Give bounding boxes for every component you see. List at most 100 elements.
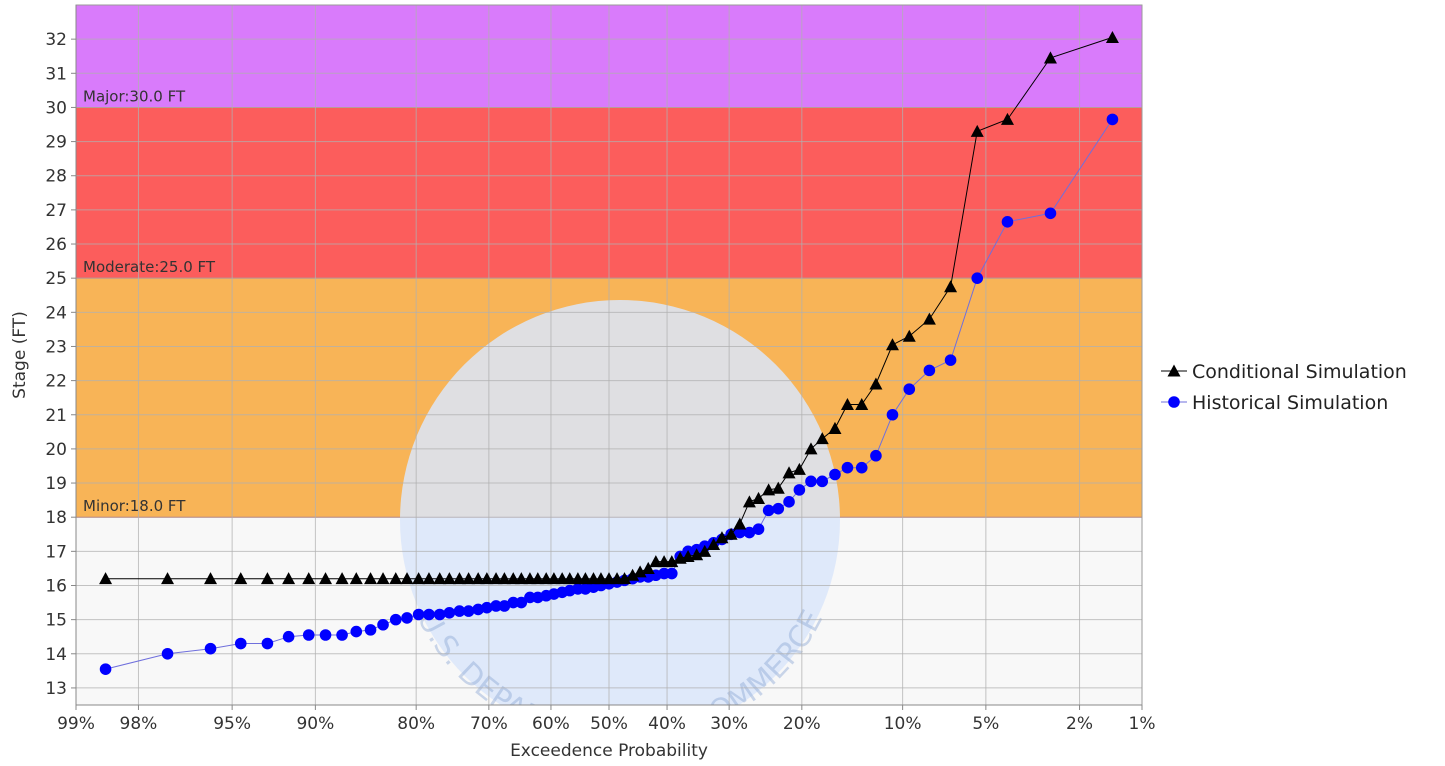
series-1-point-0 — [99, 663, 112, 675]
series-1-point-17 — [443, 607, 456, 619]
y-tick-label-9: 22 — [45, 372, 67, 392]
y-tick-label-17: 30 — [45, 98, 67, 118]
y-tick-label-3: 16 — [45, 576, 67, 596]
series-1-point-12 — [389, 613, 402, 626]
series-1-point-58 — [793, 484, 806, 496]
noaa-watermark: U.S. DEPARTMENT OF COMMERCE — [400, 300, 840, 705]
series-0-point-59 — [804, 442, 818, 455]
series-1-point-23 — [498, 600, 511, 612]
y-tick-label-2: 15 — [45, 611, 67, 631]
flood-band-labels: Minor:18.0 FT Moderate:25.0 FT Major:30.0 … — [83, 87, 216, 515]
series-1-point-9 — [350, 625, 363, 638]
series-1-point-11 — [377, 618, 389, 631]
y-tick-label-10: 23 — [45, 337, 67, 357]
series-0-point-10 — [364, 572, 378, 585]
series-0-point-14 — [412, 572, 426, 585]
series-1-point-10 — [364, 624, 377, 636]
x-tick-label-5: 70% — [470, 714, 508, 734]
series-1-point-70 — [1001, 216, 1014, 228]
x-tick-label-12: 5% — [972, 714, 999, 734]
series-0-point-48 — [698, 544, 712, 557]
flood-band-label-2: Major:30.0 FT — [83, 87, 186, 105]
x-tick-label-3: 90% — [296, 714, 334, 734]
series-0-point-17 — [442, 572, 456, 585]
series-1-point-22 — [490, 600, 502, 612]
series-0-point-25 — [514, 572, 528, 585]
series-0-point-13 — [400, 572, 414, 585]
x-tick-label-8: 40% — [648, 714, 686, 734]
legend-label-0: Conditional Simulation — [1192, 361, 1407, 383]
series-1-point-6 — [302, 629, 315, 641]
series-1-point-68 — [944, 354, 957, 366]
series-0-point-57 — [782, 466, 796, 479]
series-1-point-52 — [734, 526, 746, 539]
series-0-point-67 — [922, 312, 936, 325]
series-0-point-29 — [547, 572, 561, 585]
series-1-point-62 — [841, 461, 854, 474]
y-tick-label-15: 28 — [45, 167, 67, 187]
series-0-point-54 — [752, 491, 766, 504]
series-1-point-56 — [772, 502, 785, 515]
y-tick-label-4: 17 — [45, 542, 67, 562]
series-0-point-38 — [618, 572, 632, 585]
series-0-point-5 — [282, 572, 296, 585]
series-1-point-66 — [903, 383, 916, 395]
legend: Conditional Simulation Historical Simulat… — [1161, 361, 1407, 414]
series-0-point-61 — [828, 421, 842, 434]
series-0-point-21 — [480, 572, 494, 585]
series-0-point-50 — [715, 531, 729, 544]
series-0-point-4 — [260, 572, 274, 585]
legend-marker-0 — [1167, 364, 1181, 377]
series-0-point-40 — [633, 565, 647, 578]
series-1-point-3 — [234, 637, 247, 650]
series-0-point-60 — [815, 432, 829, 445]
series-0-point-47 — [690, 548, 704, 561]
series-0-point-2 — [204, 572, 218, 585]
series-1-point-1 — [161, 647, 174, 660]
series-0-point-68 — [944, 280, 958, 293]
y-axis-title: Stage (FT) — [10, 311, 30, 399]
grid-lines — [75, 5, 1143, 705]
series-0-point-11 — [376, 572, 390, 585]
series-0-point-62 — [840, 398, 854, 411]
series-1-point-60 — [816, 475, 829, 488]
series-0 — [99, 30, 1119, 585]
x-tick-label-2: 95% — [213, 714, 251, 734]
x-tick-label-7: 50% — [590, 714, 628, 734]
series-0-point-8 — [335, 572, 349, 585]
series-0-point-31 — [563, 572, 577, 585]
series-0-point-52 — [733, 517, 747, 530]
y-tick-label-0: 13 — [45, 679, 67, 699]
series-0-point-18 — [452, 572, 466, 585]
series-0-point-7 — [319, 572, 333, 585]
series-1-point-20 — [472, 603, 484, 616]
series-1-point-64 — [870, 449, 882, 462]
series-1-point-18 — [453, 605, 466, 617]
x-tick-label-4: 80% — [397, 714, 435, 734]
series-0-point-0 — [99, 572, 113, 585]
series-1-point-67 — [923, 364, 936, 377]
series-1-point-8 — [336, 629, 348, 641]
series-0-point-16 — [433, 572, 447, 585]
flood-band-label-1: Moderate:25.0 FT — [83, 258, 216, 276]
series-0-point-53 — [742, 495, 756, 508]
series-1-point-55 — [762, 504, 775, 517]
y-tick-label-1: 14 — [45, 645, 67, 665]
series-1-point-71 — [1044, 207, 1057, 220]
x-tick-label-1: 98% — [120, 714, 158, 734]
series-0-point-9 — [349, 572, 363, 585]
y-tick-label-16: 29 — [45, 133, 67, 153]
series-0-point-23 — [497, 572, 511, 585]
series-1-point-72 — [1106, 113, 1119, 126]
x-tick-label-11: 10% — [884, 714, 922, 734]
series-1-point-53 — [743, 526, 756, 539]
y-tick-label-19: 32 — [45, 30, 67, 50]
legend-marker-1 — [1168, 396, 1180, 408]
y-tick-label-14: 27 — [45, 201, 67, 221]
y-tick-label-11: 24 — [45, 303, 67, 323]
series-1-point-59 — [805, 475, 817, 488]
series-0-point-66 — [902, 329, 916, 342]
series-0-point-65 — [885, 338, 899, 351]
legend-label-1: Historical Simulation — [1192, 392, 1388, 414]
